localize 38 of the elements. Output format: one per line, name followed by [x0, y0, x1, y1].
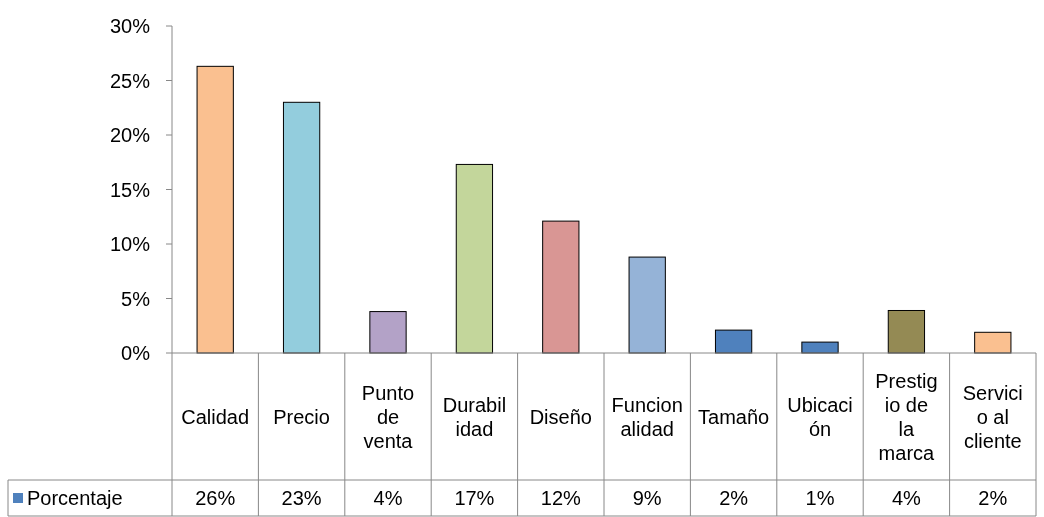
y-tick-label: 20% [109, 124, 151, 146]
y-tick-label: 0% [121, 342, 151, 364]
x-tick-label: Precio [273, 405, 330, 428]
y-tick-label: 15% [109, 178, 151, 201]
y-tick-label: 25% [109, 69, 151, 92]
bar [455, 163, 494, 354]
x-tick-label: Tamaño [698, 405, 770, 428]
data-label: 1% [805, 487, 835, 509]
data-label: 2% [978, 487, 1008, 509]
bar [801, 341, 839, 354]
bar [714, 329, 753, 354]
x-tick-label: Durabilidad [442, 393, 507, 440]
x-tick-label: Prestigio de la marca [875, 369, 938, 464]
x-tick-label: Ubicación [787, 393, 853, 440]
x-tick-label: Calidad [181, 405, 250, 428]
data-label: 4% [891, 487, 922, 509]
y-tick-label: 10% [109, 233, 151, 255]
data-label: 9% [632, 487, 662, 509]
data-label: 12% [540, 487, 582, 509]
y-tick-label: 30% [109, 15, 151, 37]
data-label: 4% [373, 487, 403, 509]
bar [369, 311, 407, 354]
data-label: 23% [281, 487, 322, 509]
bar [974, 331, 1012, 354]
bar [282, 101, 321, 354]
bar [542, 220, 580, 354]
data-label: 2% [719, 487, 749, 509]
bar [628, 256, 666, 354]
data-label: 17% [454, 487, 495, 509]
legend-label: Porcentaje [27, 487, 123, 509]
x-tick-label: Diseño [529, 405, 592, 428]
x-tick-label: Servicio al cliente [962, 381, 1023, 452]
bar [887, 309, 926, 354]
data-label: 26% [195, 487, 236, 509]
y-tick-label: 5% [121, 287, 151, 310]
bar [196, 65, 234, 354]
x-tick-label: Funcionalidad [611, 393, 683, 440]
x-tick-label: Punto de venta [361, 381, 415, 452]
